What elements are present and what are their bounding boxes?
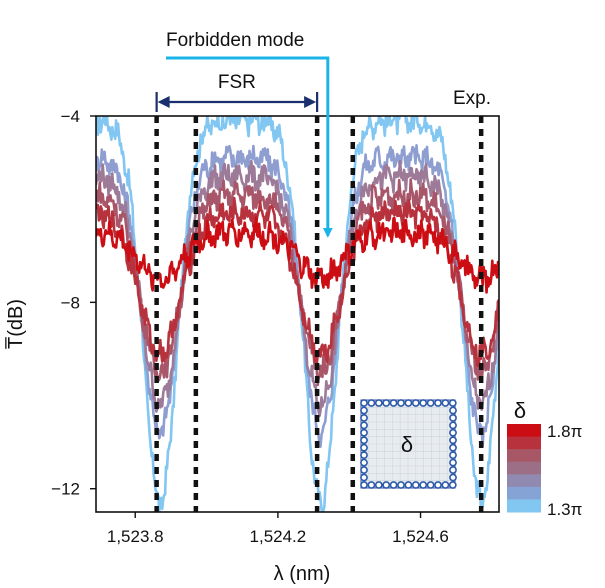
colorbar-title: δ	[514, 398, 526, 423]
colorbar-swatches	[507, 424, 541, 513]
forbidden-mode-arrow	[166, 56, 333, 238]
fsr-arrowhead-left	[157, 96, 170, 108]
inset-grid	[361, 400, 455, 488]
colorbar-swatch	[507, 424, 541, 438]
series-line	[96, 216, 499, 294]
x-axis-label: λ (nm)	[274, 563, 331, 585]
colorbar-swatch	[507, 449, 541, 463]
y-tick-label: −4	[61, 107, 80, 126]
y-axis-label: T̅(dB)	[4, 299, 27, 349]
forbidden-mode-label: Forbidden mode	[166, 30, 304, 51]
x-tick-label: 1,523.8	[107, 527, 164, 546]
series-line	[96, 196, 499, 368]
fsr-label: FSR	[218, 72, 256, 93]
x-tick-label: 1,524.6	[392, 527, 449, 546]
ticks: 1,523.8 1,524.2 1,524.6 −4 −8 −12	[51, 107, 449, 546]
series-line	[96, 159, 499, 418]
fsr-arrowhead-right	[304, 96, 317, 108]
inset-label: δ	[401, 432, 413, 457]
forbidden-mode-annotation: Forbidden mode	[166, 30, 333, 238]
inset-ring-diagram: δ	[360, 399, 457, 489]
panel-label: Exp.	[453, 88, 491, 109]
colorbar-swatch	[507, 499, 541, 513]
dashed-lines	[154, 116, 484, 512]
colorbar-min-label: 1.3π	[547, 500, 582, 519]
plot-frame	[95, 115, 500, 513]
y-tick-label: −8	[61, 293, 80, 312]
colorbar: δ 1.8π 1.3π	[507, 398, 582, 519]
colorbar-swatch	[507, 486, 541, 500]
series-layer	[96, 116, 499, 512]
colorbar-max-label: 1.8π	[547, 422, 582, 441]
inset-rings	[360, 399, 457, 489]
fsr-annotation: FSR	[155, 72, 319, 112]
x-tick-label: 1,524.2	[250, 527, 307, 546]
colorbar-swatch	[507, 474, 541, 488]
colorbar-swatch	[507, 436, 541, 450]
y-tick-label: −12	[51, 480, 80, 499]
colorbar-swatch	[507, 461, 541, 475]
